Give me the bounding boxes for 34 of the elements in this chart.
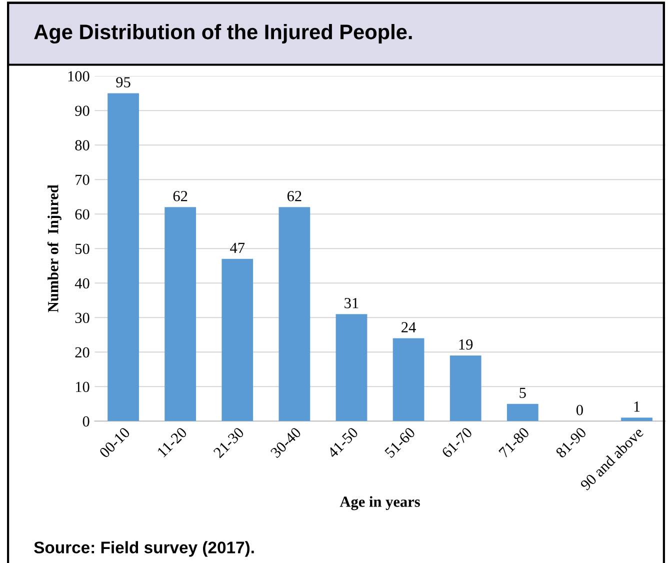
y-axis-title: Number of Injured	[47, 184, 62, 312]
y-tick-label: 20	[75, 347, 90, 358]
data-label: 62	[287, 191, 302, 202]
y-tick-label: 30	[75, 312, 90, 324]
bar	[278, 207, 310, 422]
bar	[392, 338, 424, 422]
bar	[336, 314, 368, 422]
y-tick-label: 80	[75, 140, 90, 150]
data-label: 95	[116, 77, 130, 88]
data-label: 19	[459, 339, 473, 350]
y-tick-label: 10	[76, 382, 90, 392]
x-axis-title: Age in years	[340, 496, 420, 510]
y-tick-label: 90	[75, 106, 90, 116]
data-label: 5	[520, 388, 526, 398]
bar	[506, 404, 538, 422]
bar	[164, 207, 196, 422]
chart-title: Age Distribution of the Injured People.	[34, 24, 412, 44]
y-tick-label: 0	[82, 416, 90, 427]
data-label: 47	[230, 242, 245, 253]
source-note: Source: Field survey (2017).	[34, 541, 254, 557]
data-label: 31	[344, 298, 358, 308]
bar	[450, 356, 482, 422]
y-tick-label: 50	[76, 244, 90, 254]
y-tick-label: 70	[76, 174, 90, 185]
y-tick-label: 60	[75, 209, 90, 220]
bar	[222, 258, 254, 422]
data-label: 24	[402, 322, 416, 332]
bar	[108, 93, 139, 422]
data-label: 62	[173, 191, 188, 202]
y-tick-label: 100	[68, 71, 90, 82]
y-tick-label: 40	[74, 278, 90, 289]
bar	[621, 418, 652, 422]
data-label: 1	[634, 402, 640, 412]
data-label: 0	[576, 404, 583, 416]
